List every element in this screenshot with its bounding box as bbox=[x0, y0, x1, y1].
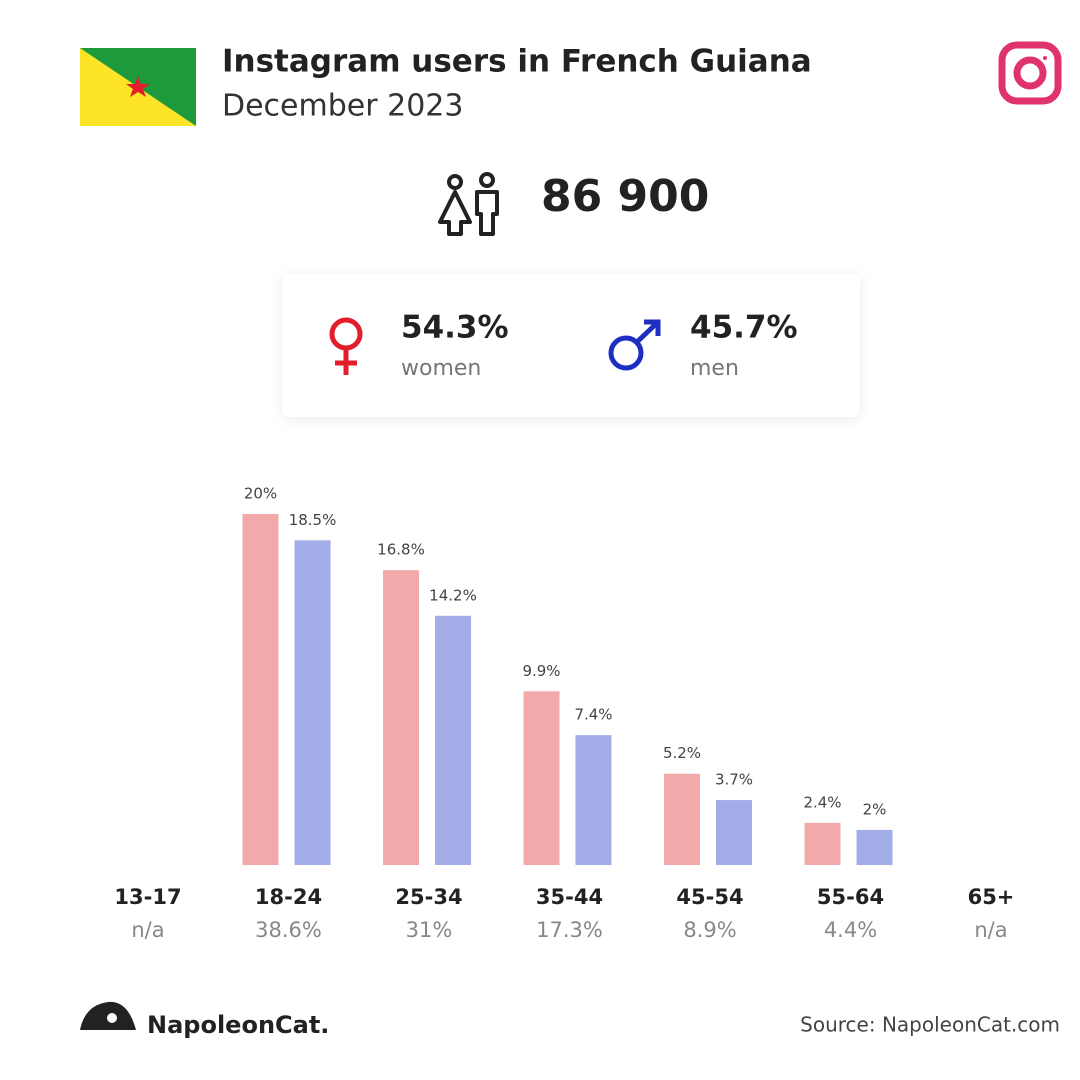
category-total: n/a bbox=[131, 918, 164, 942]
people-icon bbox=[438, 172, 499, 236]
gender-card bbox=[282, 274, 860, 417]
category-total: 31% bbox=[406, 918, 453, 942]
value-label: 5.2% bbox=[663, 744, 701, 762]
value-label: 16.8% bbox=[377, 541, 425, 559]
bar bbox=[804, 822, 841, 865]
category-total: n/a bbox=[974, 918, 1007, 942]
bar bbox=[664, 773, 700, 865]
bar bbox=[716, 800, 752, 865]
bar bbox=[575, 735, 612, 865]
bar bbox=[242, 514, 279, 865]
bar bbox=[523, 691, 560, 865]
flag bbox=[80, 48, 196, 126]
bar bbox=[294, 540, 331, 865]
men-label: men bbox=[690, 356, 739, 381]
napoleoncat-logo bbox=[80, 1001, 136, 1030]
value-label: 7.4% bbox=[574, 706, 612, 724]
total-users: 86 900 bbox=[541, 171, 709, 222]
category-label: 13-17 bbox=[114, 885, 181, 909]
value-label: 9.9% bbox=[522, 662, 560, 680]
category-label: 55-64 bbox=[817, 885, 884, 909]
women-label: women bbox=[401, 356, 481, 381]
male-icon bbox=[608, 319, 661, 371]
category-total: 8.9% bbox=[683, 918, 736, 942]
category-total: 4.4% bbox=[824, 918, 877, 942]
category-label: 18-24 bbox=[255, 885, 322, 909]
category-label: 65+ bbox=[968, 885, 1015, 909]
men-share: 45.7% bbox=[690, 310, 798, 346]
subtitle: December 2023 bbox=[222, 89, 463, 124]
women-share: 54.3% bbox=[401, 310, 509, 346]
instagram-icon bbox=[998, 41, 1062, 105]
category-total: 17.3% bbox=[536, 918, 603, 942]
bar bbox=[856, 829, 893, 865]
value-label: 2% bbox=[863, 800, 887, 818]
source: Source: NapoleonCat.com bbox=[800, 1013, 1060, 1037]
value-label: 2.4% bbox=[803, 793, 841, 811]
female-icon bbox=[329, 317, 363, 375]
value-label: 14.2% bbox=[429, 586, 477, 604]
brand: NapoleonCat. bbox=[147, 1011, 329, 1039]
bar bbox=[435, 615, 471, 865]
value-label: 3.7% bbox=[715, 771, 753, 789]
category-label: 45-54 bbox=[676, 885, 743, 909]
value-label: 20% bbox=[244, 485, 277, 503]
bar bbox=[383, 570, 419, 865]
category-label: 25-34 bbox=[395, 885, 462, 909]
value-label: 18.5% bbox=[289, 511, 337, 529]
title: Instagram users in French Guiana bbox=[222, 44, 812, 80]
category-label: 35-44 bbox=[536, 885, 603, 909]
category-total: 38.6% bbox=[255, 918, 322, 942]
